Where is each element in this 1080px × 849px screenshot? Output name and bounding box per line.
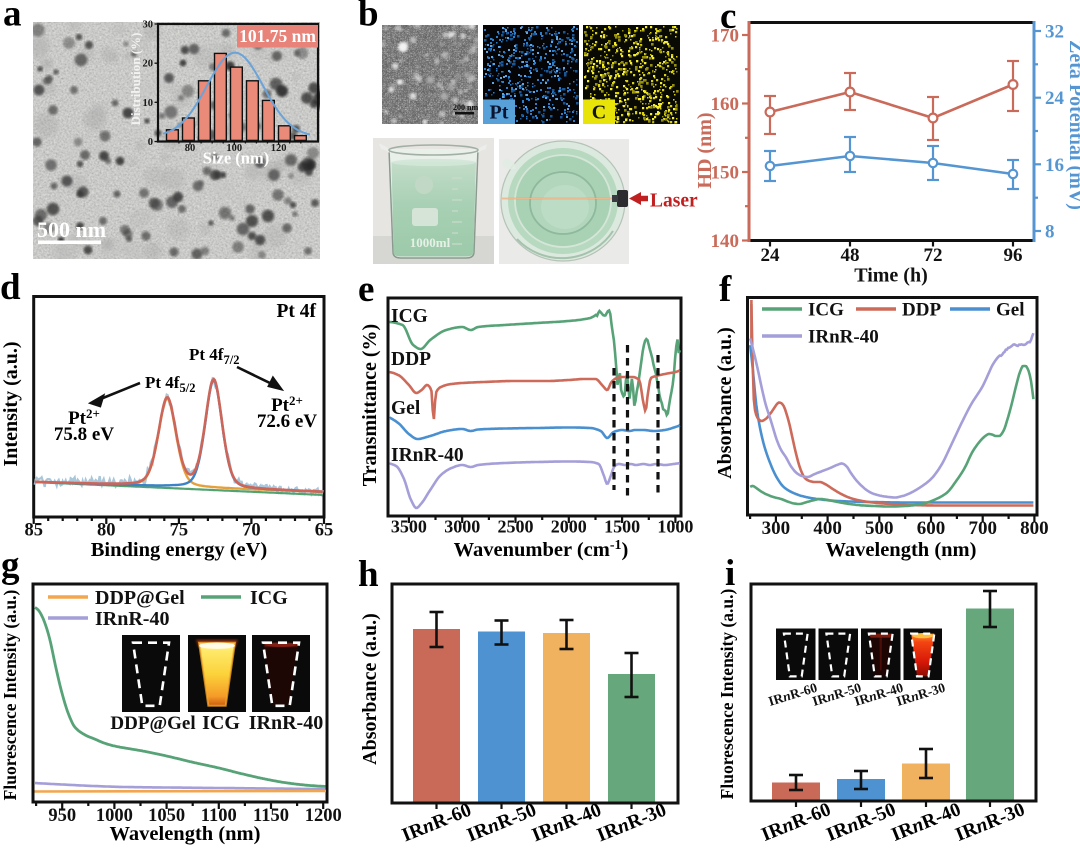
svg-text:96: 96 [1004,245,1023,266]
svg-text:72: 72 [924,245,943,266]
svg-text:1150: 1150 [253,806,289,826]
svg-text:DDP@Gel: DDP@Gel [95,587,185,609]
svg-text:DDP: DDP [902,300,941,321]
svg-text:DDP: DDP [391,349,431,370]
svg-text:g: g [1,545,20,586]
svg-text:Intensity (a.u.): Intensity (a.u.) [0,341,22,466]
svg-text:1050: 1050 [148,806,185,826]
svg-text:1100: 1100 [201,806,237,826]
svg-text:Size (nm): Size (nm) [203,149,269,168]
svg-text:32: 32 [1045,22,1064,43]
svg-text:80: 80 [97,521,116,541]
svg-text:30: 30 [143,20,154,31]
svg-text:Gel: Gel [391,398,421,419]
svg-text:0: 0 [148,137,153,148]
svg-text:3000: 3000 [444,517,480,537]
svg-text:1200: 1200 [305,806,342,826]
svg-text:Distribution (%): Distribution (%) [128,33,143,126]
svg-text:a: a [3,0,22,35]
svg-text:65: 65 [315,521,334,541]
svg-text:48: 48 [841,245,860,266]
svg-text:i: i [725,553,735,594]
svg-text:Fluorescence Intensity (a.u.): Fluorescence Intensity (a.u.) [717,589,737,800]
svg-text:Wavelength (nm): Wavelength (nm) [826,539,977,561]
svg-text:1000: 1000 [96,806,133,826]
svg-text:500: 500 [865,518,894,539]
svg-text:24: 24 [1045,88,1065,109]
svg-text:ICG: ICG [250,587,288,609]
svg-text:h: h [358,554,379,595]
svg-text:120: 120 [271,143,287,154]
svg-text:3500: 3500 [391,517,427,537]
svg-text:Absorbance (a.u.): Absorbance (a.u.) [359,613,381,765]
svg-text:e: e [358,269,374,310]
svg-text:Transmittance (%): Transmittance (%) [359,324,381,486]
svg-text:140: 140 [711,231,740,252]
svg-text:500 nm: 500 nm [37,217,106,242]
svg-text:200 nm: 200 nm [453,103,478,112]
svg-text:70: 70 [242,521,261,541]
svg-text:IRnR-40: IRnR-40 [95,608,169,630]
svg-text:101.75 nm: 101.75 nm [239,26,316,46]
svg-text:2500: 2500 [498,517,534,537]
svg-text:800: 800 [1020,518,1049,539]
svg-text:600: 600 [917,518,946,539]
svg-text:Zeta Potential (mV): Zeta Potential (mV) [1065,40,1080,210]
svg-text:Wavelength (nm): Wavelength (nm) [110,823,261,845]
svg-text:85: 85 [24,521,43,541]
svg-text:20: 20 [143,59,154,70]
svg-text:Time (h): Time (h) [854,265,928,287]
svg-text:IRnR-40: IRnR-40 [249,712,323,734]
svg-text:ICG: ICG [808,300,844,321]
svg-text:300: 300 [762,518,791,539]
svg-text:1500: 1500 [604,517,640,537]
svg-text:ICG: ICG [202,712,240,734]
svg-text:100: 100 [226,143,242,154]
svg-text:b: b [358,0,379,35]
svg-text:Laser: Laser [650,191,698,212]
svg-text:Fluorescence Intensity (a.u.): Fluorescence Intensity (a.u.) [0,590,20,801]
svg-text:Gel: Gel [996,300,1025,321]
svg-text:IRnR-40: IRnR-40 [808,327,879,348]
svg-text:24: 24 [761,245,781,266]
svg-text:Absorbance (a.u.): Absorbance (a.u.) [714,327,736,479]
svg-text:Pt 4f: Pt 4f [276,301,316,322]
svg-text:DDP@Gel: DDP@Gel [110,713,195,734]
svg-text:1000: 1000 [657,517,693,537]
svg-text:IRnR-40: IRnR-40 [391,445,464,466]
svg-text:75.8 eV: 75.8 eV [54,424,114,445]
svg-text:75: 75 [170,521,189,541]
svg-text:8: 8 [1045,222,1055,243]
svg-text:d: d [0,267,21,308]
svg-text:170: 170 [711,26,740,47]
svg-text:10: 10 [143,98,154,109]
svg-text:Binding energy (eV): Binding energy (eV) [91,539,268,561]
svg-text:ICG: ICG [391,306,428,327]
svg-text:150: 150 [711,163,740,184]
svg-text:80: 80 [185,143,196,154]
svg-text:700: 700 [968,518,997,539]
svg-text:16: 16 [1045,155,1064,176]
svg-text:c: c [720,0,736,37]
svg-text:C: C [592,102,606,124]
svg-text:Pt: Pt [490,102,509,124]
svg-text:Wavenumber (cm-1): Wavenumber (cm-1) [454,538,629,561]
svg-text:72.6 eV: 72.6 eV [257,411,317,432]
svg-text:1000ml: 1000ml [410,235,451,250]
svg-text:f: f [719,269,732,310]
svg-text:400: 400 [813,518,842,539]
svg-text:HD (nm): HD (nm) [694,112,716,188]
svg-text:2000: 2000 [551,517,587,537]
svg-text:160: 160 [711,94,740,115]
svg-text:950: 950 [48,806,76,826]
